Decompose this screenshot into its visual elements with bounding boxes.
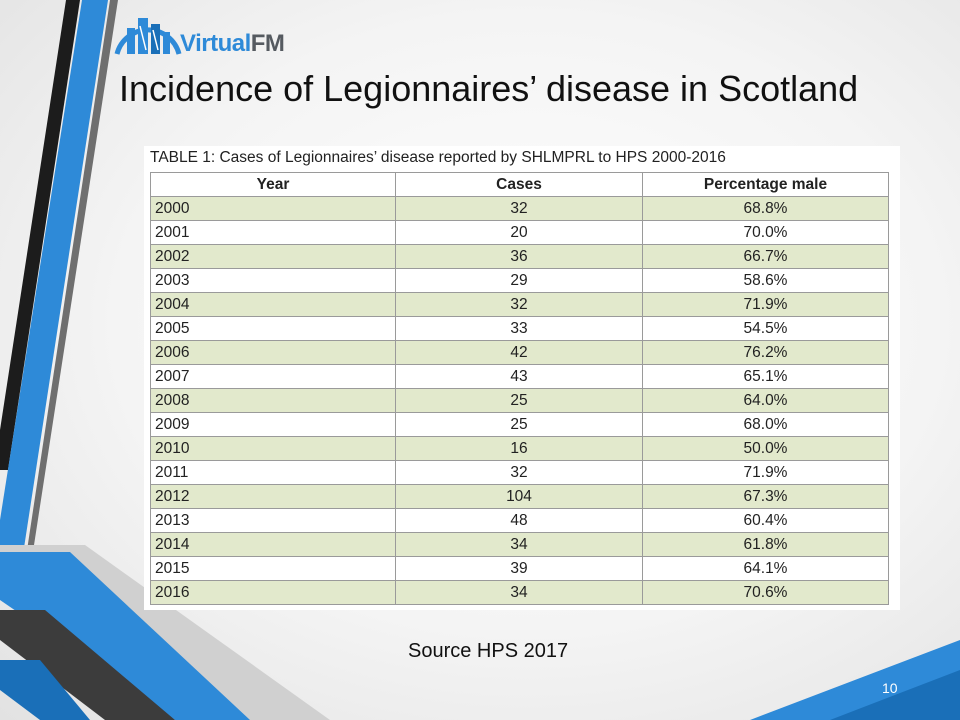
cell-year: 2013 (150, 508, 396, 533)
table-row: 2015 39 64.1% (150, 556, 889, 581)
cell-percentage-male: 66.7% (642, 244, 889, 269)
cell-cases: 29 (395, 268, 643, 293)
table-row: 2009 25 68.0% (150, 412, 889, 437)
cell-cases: 16 (395, 436, 643, 461)
table-row: 2002 36 66.7% (150, 244, 889, 269)
cell-percentage-male: 64.0% (642, 388, 889, 413)
virtualfm-logo (114, 18, 182, 55)
table-row: 2005 33 54.5% (150, 316, 889, 341)
table-row: 2014 34 61.8% (150, 532, 889, 557)
cell-cases: 20 (395, 220, 643, 245)
table-row: 2008 25 64.0% (150, 388, 889, 413)
cell-cases: 42 (395, 340, 643, 365)
table-row: 2013 48 60.4% (150, 508, 889, 533)
cell-year: 2002 (150, 244, 396, 269)
cell-percentage-male: 64.1% (642, 556, 889, 581)
cell-cases: 33 (395, 316, 643, 341)
cell-cases: 104 (395, 484, 643, 509)
cell-cases: 32 (395, 196, 643, 221)
cell-cases: 25 (395, 412, 643, 437)
cell-year: 2004 (150, 292, 396, 317)
cell-cases: 36 (395, 244, 643, 269)
cell-year: 2011 (150, 460, 396, 485)
cell-percentage-male: 71.9% (642, 460, 889, 485)
cell-cases: 34 (395, 580, 643, 605)
cell-percentage-male: 70.0% (642, 220, 889, 245)
table-image: TABLE 1: Cases of Legionnaires’ disease … (144, 146, 900, 610)
cell-year: 2008 (150, 388, 396, 413)
cell-cases: 32 (395, 292, 643, 317)
table-row: 2012 104 67.3% (150, 484, 889, 509)
cell-year: 2009 (150, 412, 396, 437)
column-header-cases: Cases (395, 172, 643, 197)
logo-wordmark: VirtualFM (180, 30, 285, 57)
cell-percentage-male: 68.8% (642, 196, 889, 221)
cell-year: 2007 (150, 364, 396, 389)
cell-cases: 43 (395, 364, 643, 389)
cell-year: 2014 (150, 532, 396, 557)
table-row: 2010 16 50.0% (150, 436, 889, 461)
cell-year: 2000 (150, 196, 396, 221)
cell-year: 2006 (150, 340, 396, 365)
cell-percentage-male: 60.4% (642, 508, 889, 533)
table-header-row: Year Cases Percentage male (150, 172, 889, 197)
cell-cases: 48 (395, 508, 643, 533)
table-row: 2004 32 71.9% (150, 292, 889, 317)
cell-year: 2015 (150, 556, 396, 581)
cell-percentage-male: 58.6% (642, 268, 889, 293)
cell-year: 2003 (150, 268, 396, 293)
table-row: 2007 43 65.1% (150, 364, 889, 389)
cell-percentage-male: 50.0% (642, 436, 889, 461)
cell-percentage-male: 76.2% (642, 340, 889, 365)
cell-percentage-male: 71.9% (642, 292, 889, 317)
table-row: 2003 29 58.6% (150, 268, 889, 293)
cell-cases: 39 (395, 556, 643, 581)
page-number: 10 (882, 680, 898, 696)
table-row: 2016 34 70.6% (150, 580, 889, 605)
cell-year: 2010 (150, 436, 396, 461)
source-note: Source HPS 2017 (408, 640, 569, 662)
cell-cases: 34 (395, 532, 643, 557)
column-header-percentage-male: Percentage male (642, 172, 889, 197)
table-caption: TABLE 1: Cases of Legionnaires’ disease … (150, 149, 726, 166)
cell-cases: 25 (395, 388, 643, 413)
cell-percentage-male: 67.3% (642, 484, 889, 509)
cell-percentage-male: 68.0% (642, 412, 889, 437)
table-row: 2006 42 76.2% (150, 340, 889, 365)
cell-percentage-male: 70.6% (642, 580, 889, 605)
cases-table: Year Cases Percentage male 2000 32 68.8% 20… (150, 172, 889, 605)
cell-year: 2016 (150, 580, 396, 605)
cell-year: 2001 (150, 220, 396, 245)
table-row: 2001 20 70.0% (150, 220, 889, 245)
column-header-year: Year (150, 172, 396, 197)
cell-year: 2012 (150, 484, 396, 509)
slide-title: Incidence of Legionnaires’ disease in Sc… (119, 68, 859, 109)
table-row: 2011 32 71.9% (150, 460, 889, 485)
cell-percentage-male: 61.8% (642, 532, 889, 557)
cell-cases: 32 (395, 460, 643, 485)
cell-percentage-male: 54.5% (642, 316, 889, 341)
table-row: 2000 32 68.8% (150, 196, 889, 221)
cell-percentage-male: 65.1% (642, 364, 889, 389)
cell-year: 2005 (150, 316, 396, 341)
